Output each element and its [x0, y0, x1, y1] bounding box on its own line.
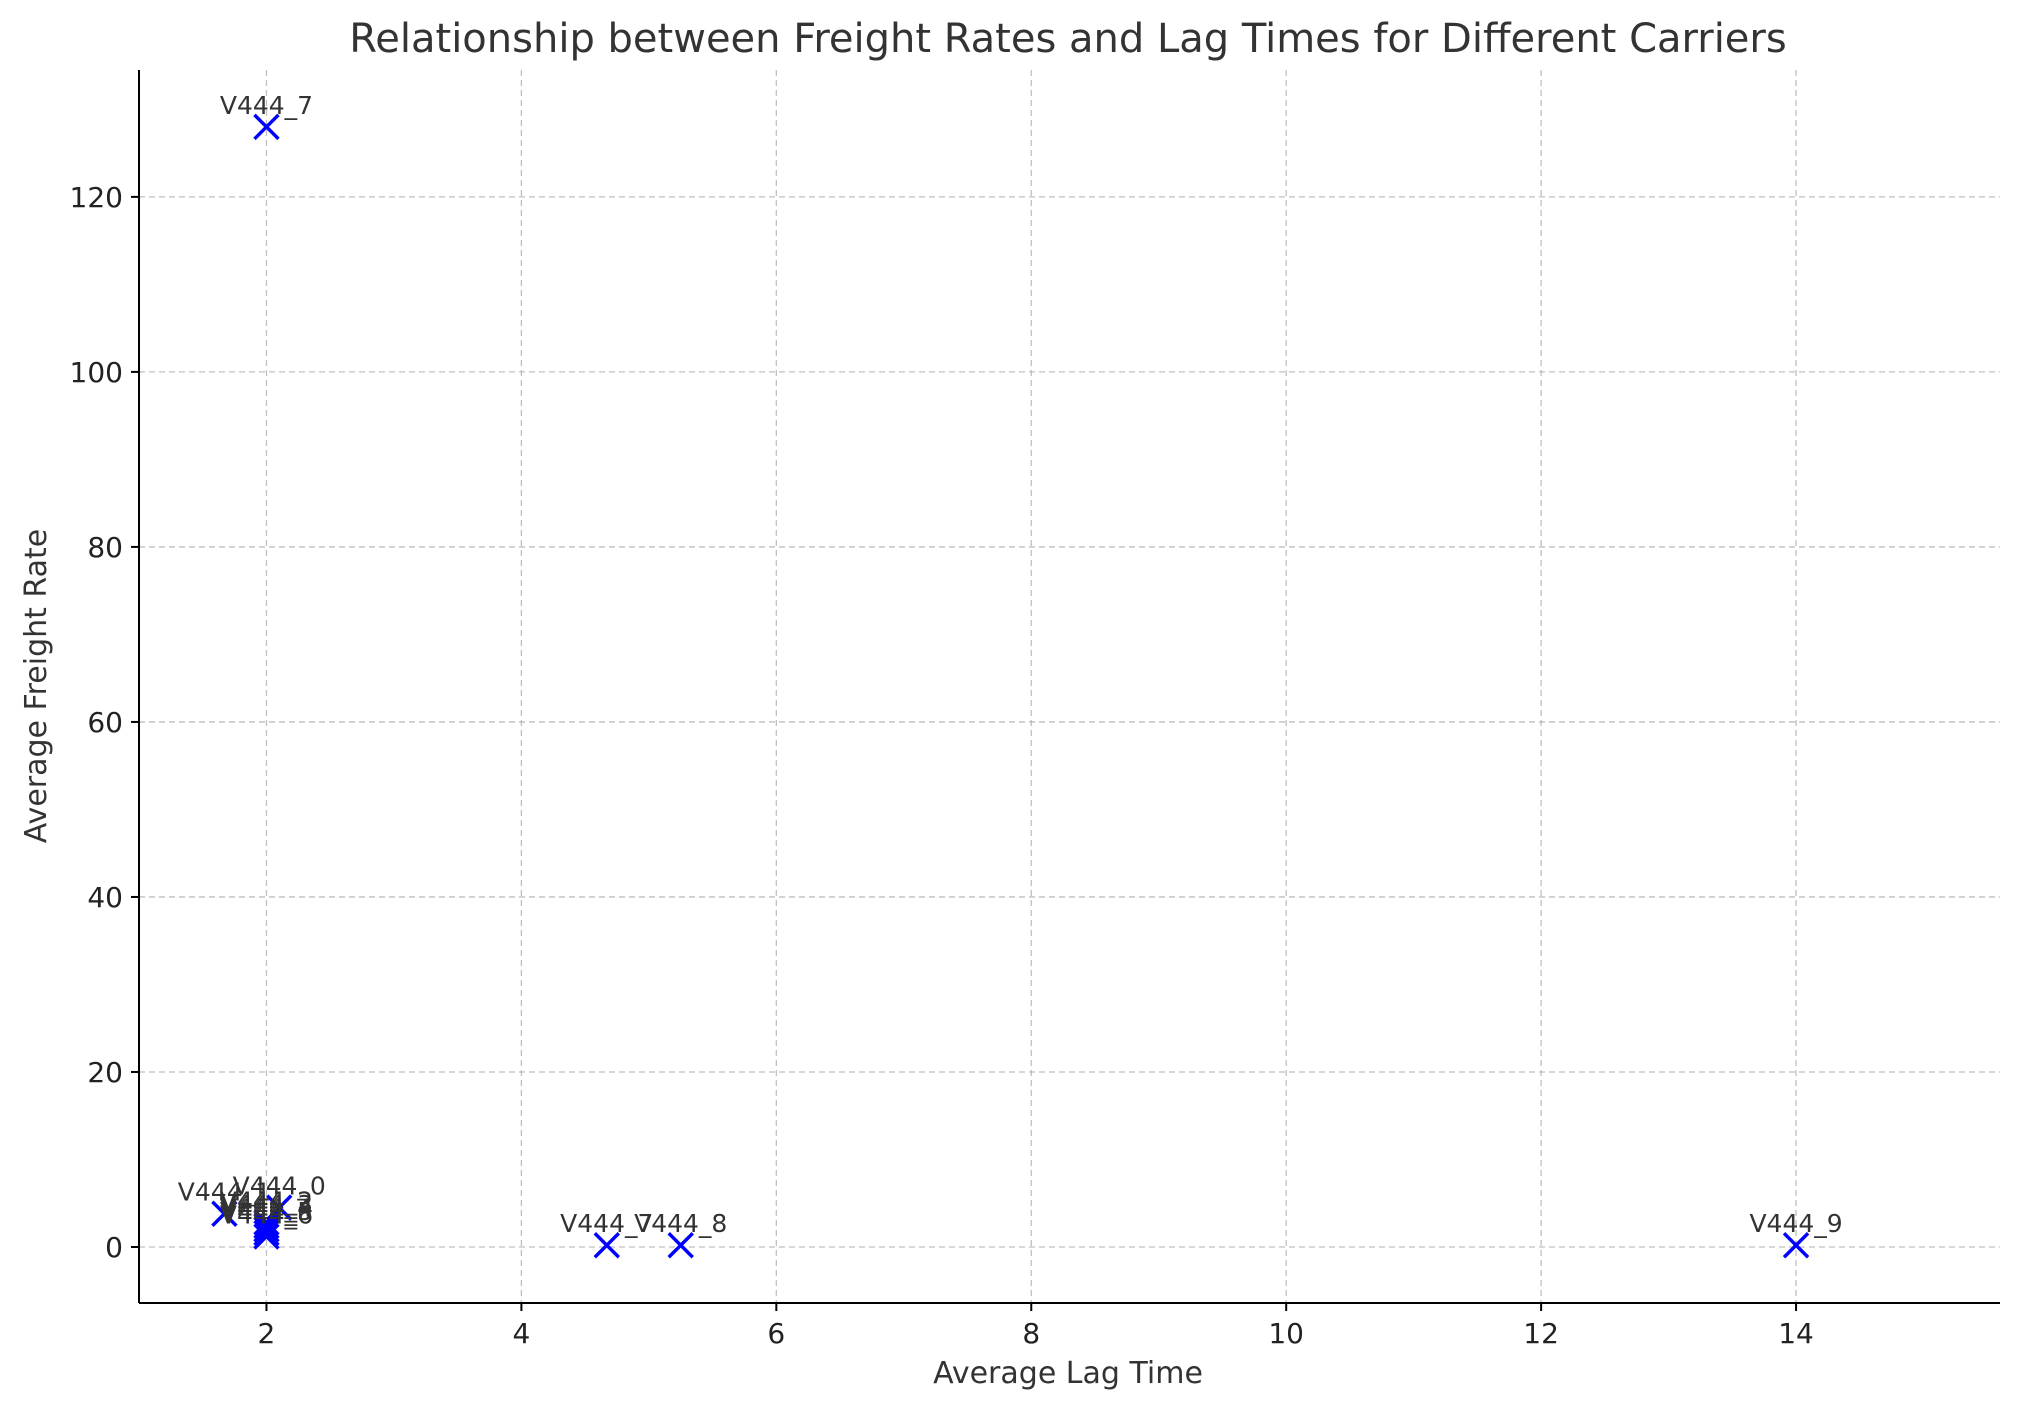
data-point-label: V444_7	[220, 91, 313, 120]
y-tick-label: 0	[105, 1231, 123, 1264]
data-point-label: V444_0	[233, 1172, 326, 1201]
data-point-v444-8-marker	[667, 1232, 694, 1259]
data-point-label: V444_9	[1749, 1209, 1842, 1238]
data-points	[211, 113, 1810, 1259]
data-point-v444-1-marker	[211, 1200, 238, 1227]
gridlines	[139, 70, 2000, 1303]
x-axis-ticks: 2 4 6 8 10 12 14	[258, 1303, 1814, 1350]
x-tick-label: 2	[258, 1317, 276, 1350]
data-point-label: V444_5	[220, 1197, 313, 1226]
y-tick-label: 60	[87, 706, 123, 739]
data-point-label: V444_6	[220, 1200, 313, 1229]
x-tick-label: 6	[767, 1317, 785, 1350]
data-point-v444-5-marker	[253, 1219, 280, 1247]
y-tick-label: 100	[70, 356, 123, 389]
data-point-label: V444_2	[220, 1186, 313, 1215]
chart-title: Relationship between Freight Rates and L…	[349, 16, 1786, 62]
x-tick-label: 4	[512, 1317, 530, 1350]
data-point-label: V444_4	[220, 1193, 313, 1222]
y-tick-label: 40	[87, 881, 123, 914]
data-point-label: V444_8	[634, 1209, 727, 1238]
y-tick-label: 80	[87, 531, 123, 564]
data-point-v444-7-marker	[593, 1232, 621, 1259]
x-tick-label: 12	[1523, 1317, 1559, 1350]
x-axis-label: Average Lag Time	[933, 1356, 1203, 1391]
x-tick-label: 8	[1022, 1317, 1040, 1350]
data-point-v444-3-marker	[253, 1212, 280, 1240]
y-tick-label: 20	[87, 1056, 123, 1089]
data-point-v444-4-marker	[253, 1216, 280, 1243]
data-point-v444-9-marker	[1782, 1232, 1810, 1259]
y-tick-label: 120	[70, 181, 123, 214]
data-point-v444-6-marker	[253, 1223, 280, 1250]
data-point-label: V444_3	[220, 1190, 313, 1219]
data-point-label: V444_7	[560, 1209, 653, 1238]
x-tick-label: 14	[1778, 1317, 1814, 1350]
data-point-v444-7-marker	[253, 113, 280, 141]
y-axis-ticks: 0 20 40 60 80 100 120	[70, 181, 139, 1264]
point-labels: V444_7V444_0V444_1V444_2V444_3V444_4V444…	[178, 91, 1843, 1238]
x-tick-label: 10	[1268, 1317, 1304, 1350]
y-axis-label: Average Freight Rate	[19, 529, 54, 843]
data-point-label: V444_1	[178, 1178, 271, 1207]
